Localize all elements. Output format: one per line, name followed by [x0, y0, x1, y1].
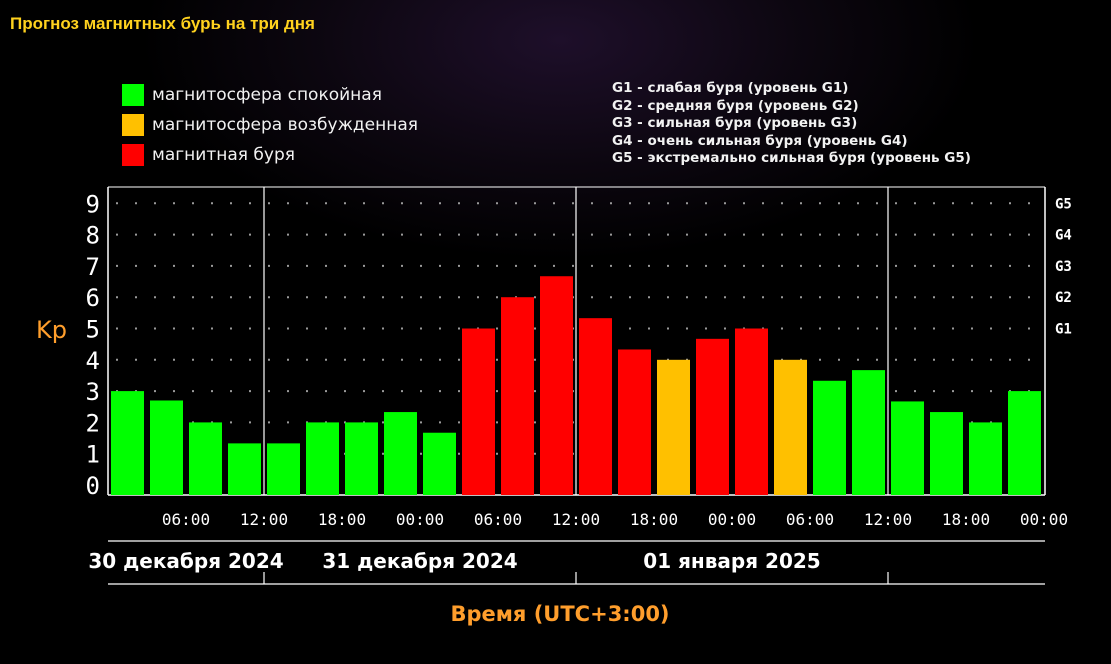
legend-label-quiet: магнитосфера спокойная — [152, 85, 382, 105]
day-label: 30 декабря 2024 — [88, 549, 283, 573]
day-label: 01 января 2025 — [643, 549, 820, 573]
kp-bar — [774, 359, 807, 495]
kp-bar — [150, 400, 183, 495]
y-axis-title: Kp — [36, 316, 67, 344]
kp-bar — [969, 422, 1002, 495]
kp-bar — [306, 422, 339, 495]
x-tick-label: 06:00 — [474, 510, 522, 529]
status-legend: магнитосфера спокойная магнитосфера возб… — [122, 80, 418, 170]
legend-item-active: магнитосфера возбужденная — [122, 110, 418, 140]
legend-item-storm: магнитная буря — [122, 140, 418, 170]
level-legend-g5: G5 - экстремально сильная буря (уровень … — [612, 150, 971, 166]
legend-item-quiet: магнитосфера спокойная — [122, 80, 418, 110]
level-legend-g4: G4 - очень сильная буря (уровень G4) — [612, 132, 908, 149]
y-tick-label: 7 — [86, 253, 100, 281]
x-tick-label: 18:00 — [942, 510, 990, 529]
kp-bar — [657, 359, 690, 495]
kp-bar — [462, 328, 495, 495]
kp-bar — [111, 391, 144, 495]
y-tick-label: 9 — [86, 190, 100, 218]
kp-bar — [579, 318, 612, 495]
kp-bar — [540, 276, 573, 495]
kp-bar — [228, 443, 261, 495]
kp-bar — [267, 443, 300, 495]
level-legend-g2: G2 - средняя буря (уровень G2) — [612, 97, 859, 114]
day-label: 31 декабря 2024 — [322, 549, 517, 573]
x-tick-label: 12:00 — [864, 510, 912, 529]
legend-label-storm: магнитная буря — [152, 145, 295, 165]
legend-swatch-active — [122, 114, 144, 136]
level-legend-g1: G1 - слабая буря (уровень G1) — [612, 80, 849, 96]
kp-bar — [423, 432, 456, 495]
kp-bar — [1008, 391, 1041, 495]
y-tick-label: 2 — [86, 409, 100, 437]
y-tick-label: 4 — [86, 347, 100, 375]
y-tick-label: 0 — [86, 472, 100, 500]
kp-bar — [189, 422, 222, 495]
kp-bar — [813, 380, 846, 495]
y-tick-label: 5 — [86, 316, 100, 344]
page-title: Прогноз магнитных бурь на три дня — [10, 14, 315, 33]
kp-bar — [852, 370, 885, 495]
kp-bar — [384, 412, 417, 495]
x-tick-label: 06:00 — [162, 510, 210, 529]
y-tick-label: 6 — [86, 284, 100, 312]
x-tick-label: 00:00 — [708, 510, 756, 529]
legend-swatch-storm — [122, 144, 144, 166]
kp-bar — [501, 297, 534, 495]
kp-bar — [696, 338, 729, 495]
g-level-label: G3 — [1055, 259, 1072, 275]
kp-bar — [618, 349, 651, 495]
x-tick-label: 18:00 — [318, 510, 366, 529]
g-level-label: G5 — [1055, 196, 1072, 212]
level-legend-g3: G3 - сильная буря (уровень G3) — [612, 115, 858, 131]
g-level-label: G1 — [1055, 322, 1072, 338]
kp-bar — [930, 412, 963, 495]
x-tick-label: 00:00 — [396, 510, 444, 529]
legend-swatch-quiet — [122, 84, 144, 106]
x-tick-label: 06:00 — [786, 510, 834, 529]
x-tick-label: 00:00 — [1020, 510, 1068, 529]
storm-level-legend: G1 - слабая буря (уровень G1) G2 - средн… — [612, 80, 971, 168]
x-axis-title: Время (UTC+3:00) — [450, 602, 669, 626]
legend-label-active: магнитосфера возбужденная — [152, 115, 418, 135]
x-tick-label: 12:00 — [240, 510, 288, 529]
x-tick-label: 12:00 — [552, 510, 600, 529]
x-tick-label: 18:00 — [630, 510, 678, 529]
kp-bar — [891, 401, 924, 495]
g-level-label: G2 — [1055, 290, 1072, 306]
kp-bar — [345, 422, 378, 495]
y-tick-label: 3 — [86, 378, 100, 406]
y-tick-label: 8 — [86, 222, 100, 250]
kp-bar — [735, 328, 768, 495]
y-tick-label: 1 — [86, 441, 100, 469]
g-level-label: G4 — [1055, 228, 1072, 244]
